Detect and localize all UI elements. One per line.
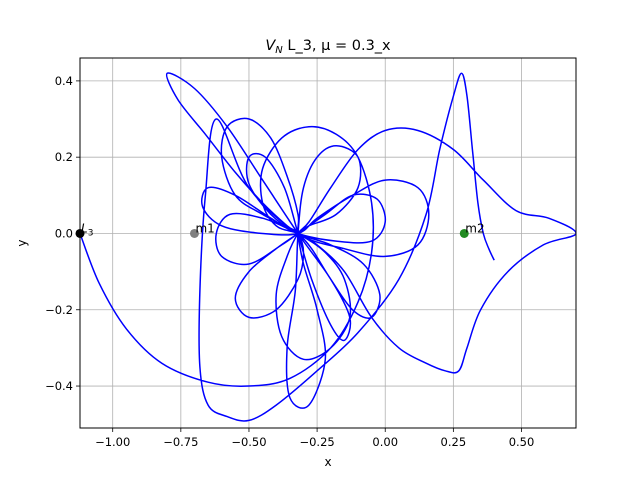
marker-label: m2 <box>465 221 484 235</box>
y-tick-label: 0.0 <box>55 226 73 240</box>
axis-ticks: −1.00 −0.75 −0.50 −0.25 0.00 0.25 0.50 −0.4 −0.2… <box>45 74 534 449</box>
x-tick-label: 0.50 <box>509 435 535 449</box>
marker-layer: L3 m1 m2 <box>75 221 485 238</box>
marker-label: L3 <box>81 221 93 238</box>
trajectory-line <box>80 72 576 422</box>
y-tick-label: 0.4 <box>55 74 73 88</box>
x-tick-label: −0.50 <box>231 435 266 449</box>
x-tick-label: −0.25 <box>299 435 334 449</box>
y-axis-label: y <box>15 239 29 246</box>
marker-point <box>459 228 469 238</box>
marker-label: m1 <box>195 221 214 235</box>
plot-frame <box>79 57 577 429</box>
y-tick-label: −0.4 <box>45 379 73 393</box>
x-tick-label: −1.00 <box>95 435 130 449</box>
x-tick-label: 0.25 <box>441 435 467 449</box>
x-tick-label: −0.75 <box>163 435 198 449</box>
x-tick-label: 0.00 <box>372 435 398 449</box>
series-layer <box>80 72 576 422</box>
marker-point <box>189 228 199 238</box>
x-axis-label: x <box>324 455 331 469</box>
chart-title: VN L_3, μ = 0.3_x <box>265 38 391 56</box>
y-tick-label: 0.2 <box>55 150 73 164</box>
y-tick-label: −0.2 <box>45 303 73 317</box>
